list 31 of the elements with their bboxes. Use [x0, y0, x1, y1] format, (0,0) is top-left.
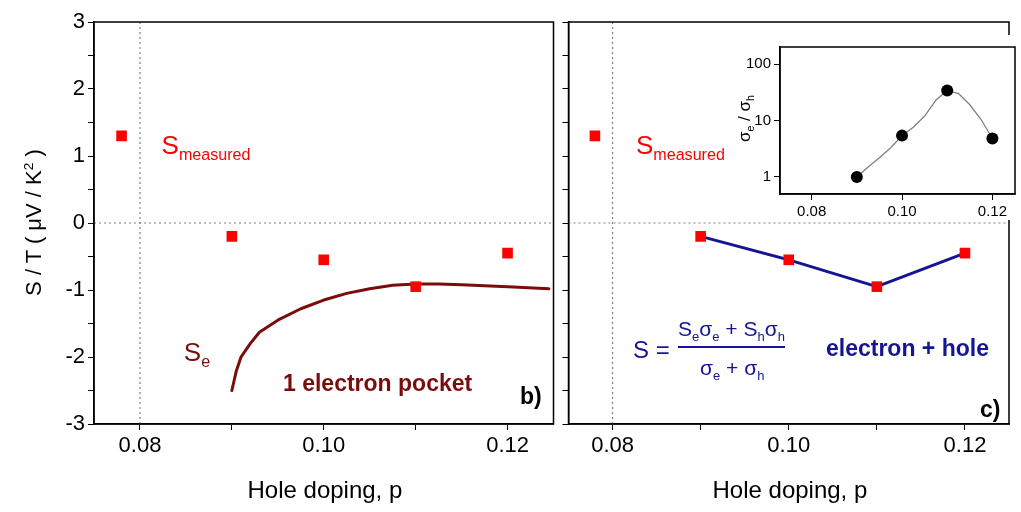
y-tick-label: -2 [65, 343, 85, 369]
y-tick-label: 100 [745, 54, 771, 72]
annotation: b) [520, 383, 542, 409]
x-tick-label: 0.12 [977, 202, 1008, 220]
x-tick-label: 0.08 [591, 432, 634, 458]
y-tick-label: 0 [72, 209, 85, 235]
y-tick-label: 1 [72, 142, 85, 168]
y-tick-label: 2 [72, 75, 85, 101]
series-label: S$_{measured}$ [161, 129, 251, 163]
annotation: S = [633, 336, 670, 363]
x-tick-label: 0.08 [797, 202, 827, 220]
annotation: 1 electron pocket [283, 370, 473, 396]
y-tick-label: 1 [762, 167, 771, 185]
annotation: electron + hole [826, 335, 989, 361]
y-tick-label: 10 [754, 110, 771, 128]
x-tick-label: 0.10 [767, 432, 811, 458]
y-tick-label: -1 [65, 276, 85, 302]
annotation: c) [980, 396, 1001, 422]
x-tick-label: 0.10 [302, 432, 346, 458]
annotation: σ$_{e}$ + σ$_{h}$ [700, 356, 765, 383]
x-tick-label: 0.12 [486, 432, 529, 458]
x-axis-title: Hole doping, p [712, 476, 868, 503]
series-label: S$_{measured}$ [635, 129, 725, 163]
x-tick-label: 0.08 [118, 432, 162, 458]
annotation: S$_{e}$σ$_{e}$ + S$_{h}$σ$_{h}$ [678, 317, 785, 348]
y-tick-label: 3 [72, 8, 85, 34]
x-axis-title: Hole doping, p [247, 476, 403, 503]
x-tick-label: 0.12 [943, 432, 987, 458]
x-tick-label: 0.10 [887, 202, 917, 220]
y-tick-label: -3 [65, 410, 85, 436]
series-label: S$_{e}$ [183, 336, 211, 370]
